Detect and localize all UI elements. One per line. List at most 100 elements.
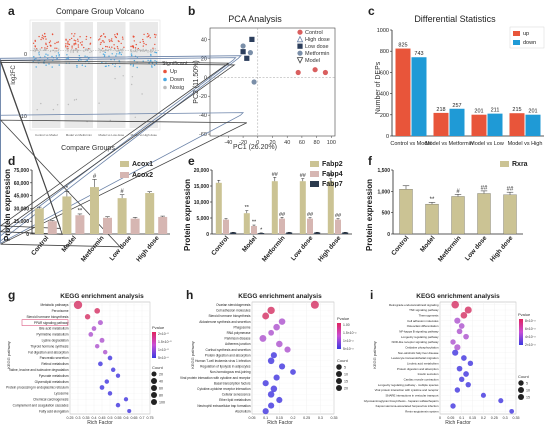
panel-h-title: KEGG enrichment analysis [238, 293, 322, 300]
volcano-point [57, 52, 60, 54]
volcano-point [98, 39, 100, 41]
volcano-point [121, 48, 124, 51]
pvalue-tick-label: 1.5×10⁻⁵ [158, 340, 172, 344]
volcano-point [133, 50, 135, 53]
kegg-xtick-label: 0.35 [331, 416, 338, 420]
volcano-point [74, 42, 77, 44]
volcano-point [114, 77, 116, 80]
kegg-bubble-aldosterone-synthesis-and-secretion [278, 318, 286, 325]
volcano-point [99, 35, 102, 38]
legend-label-up: Up [170, 69, 177, 75]
count-tick-label: 20 [344, 386, 348, 390]
kegg-xtick-label: 0.7 [140, 416, 145, 420]
pca-xtick-label: 20 [269, 140, 275, 146]
volcano-point [86, 48, 88, 50]
volcano-point [41, 47, 43, 49]
ytick-label: 1,000 [377, 189, 390, 195]
volcano-point [67, 47, 69, 50]
volcano-point [153, 64, 156, 67]
bar-acox2-metformin [103, 217, 112, 234]
volcano-point [65, 43, 67, 45]
volcano-point [103, 55, 106, 57]
kegg-bubble-thermogenesis [460, 312, 468, 319]
volcano-point [132, 47, 135, 49]
pathway-label-fat-digestion-and-absorption: Fat digestion and absorption [28, 350, 68, 354]
pathway-label-pyruvate-metabolism: Pyruvate metabolism [39, 374, 69, 378]
bar-value-label: 218 [436, 107, 445, 113]
volcano-point [142, 48, 144, 51]
volcano-point [67, 40, 69, 42]
legend-label-metformin: Metformin [305, 51, 329, 57]
volcano-point [105, 45, 107, 48]
ytick-label: 5,000 [196, 216, 209, 222]
volcano-point [70, 51, 72, 53]
volcano-point [108, 39, 110, 41]
volcano-point [151, 66, 153, 68]
legend-swatch-control [297, 29, 303, 35]
panel-g-legend-pvalue-title: Pvalue [152, 325, 165, 330]
kegg-bubble-chemical-carcinogenesis [123, 397, 129, 402]
volcano-point [41, 36, 43, 39]
kegg-bubble-viral-protein-interaction-with-cytokine-and-receptor [273, 374, 280, 381]
kegg-xtick-label: 0.3 [76, 416, 81, 420]
volcano-point [111, 53, 113, 55]
volcano-point [38, 54, 40, 56]
kegg-bubble-adherens-junction [276, 340, 283, 348]
panel-h-ylabel: KEGG pathway [190, 341, 195, 369]
kegg-xtick-label: 0.35 [83, 416, 90, 420]
pvalue-tick-label: 1.00 [343, 323, 350, 327]
pathway-label-tnf-signaling-pathway: TNF signaling pathway [409, 308, 439, 312]
panel-i-kegg: i KEGG enrichment analysis 0 0.05 0.1 0.15 0… [364, 288, 537, 426]
pathway-label-neutrophil-extracellular-trap-formation: Neutrophil extracellular trap formation [197, 404, 250, 408]
kegg-highlight-box [21, 319, 69, 326]
volcano-point [139, 41, 141, 43]
kegg-xtick-label: 0.55 [115, 416, 122, 420]
volcano-point [71, 45, 73, 47]
panel-f-ylabel: Protein expression [365, 179, 374, 251]
volcano-point [76, 64, 78, 67]
kegg-bubble-tnf-signaling-pathway [464, 306, 472, 314]
pvalue-tick-label: 2×10⁻³ [525, 343, 536, 347]
significance-mark: ## [272, 172, 279, 178]
pathway-label-peroxisome: Peroxisome [52, 309, 69, 313]
kegg-bubble-fat-digestion-and-absorption [102, 349, 108, 355]
kegg-bubble-retinol-metabolism [98, 361, 103, 367]
kegg-bubble-pancreatic-secretion [107, 355, 113, 361]
volcano-point [100, 35, 103, 37]
volcano-point [73, 43, 75, 45]
volcano-point [71, 47, 73, 49]
volcano-point [110, 48, 112, 50]
volcano-point [130, 49, 132, 51]
panel-d-ylabel: Protein expression [3, 169, 12, 241]
volcano-point [150, 53, 152, 56]
kegg-xtick-label: 0.25 [303, 416, 310, 420]
category-label-model-vs-high: Model vs High [508, 141, 543, 147]
panel-c-legend: up down [509, 26, 545, 49]
panel-i-legend-count-title: Count [518, 374, 530, 379]
panel-h-letter: h [186, 288, 193, 302]
panel-h-plot: 0.05 0.1 0.15 0.2 0.25 0.3 0.35 Ovarian steroid… [180, 300, 338, 420]
pca-ytick-label: 20 [201, 56, 207, 62]
significance-mark: ** [245, 205, 250, 211]
pathway-label-adherens-junction: Adherens junction [225, 342, 251, 346]
count-tick-label: 5 [526, 381, 528, 385]
bar-fabp2-control [215, 182, 222, 234]
volcano-point [147, 33, 149, 35]
panel-g-legend-count-title: Count [152, 365, 164, 370]
pathway-label-retrograde-endocannabinoid-signaling: Retrograde endocannabinoid signaling [389, 303, 439, 307]
volcano-point [143, 50, 146, 52]
kegg-bubble-cortisol-synthesis-and-secretion [284, 346, 291, 353]
volcano-point [38, 52, 40, 54]
legend-label-low-dose: Low dose [305, 44, 329, 50]
volcano-point [111, 38, 113, 40]
volcano-point [102, 50, 104, 52]
volcano-point [115, 36, 118, 39]
kegg-bubble-lysine-degradation [99, 337, 105, 343]
volcano-point [114, 36, 117, 38]
pathway-label-steroid-hormone-biosynthesis: Steroid hormone biosynthesis [27, 315, 69, 319]
ytick-label: 10,000 [194, 200, 210, 206]
bar-value-label: 201 [528, 109, 537, 115]
volcano-point [114, 34, 116, 36]
panel-c-ylabel: Number of DEPs [375, 61, 382, 114]
kegg-bubble-longevity-regulating-pathway-multiple-species [465, 381, 471, 388]
